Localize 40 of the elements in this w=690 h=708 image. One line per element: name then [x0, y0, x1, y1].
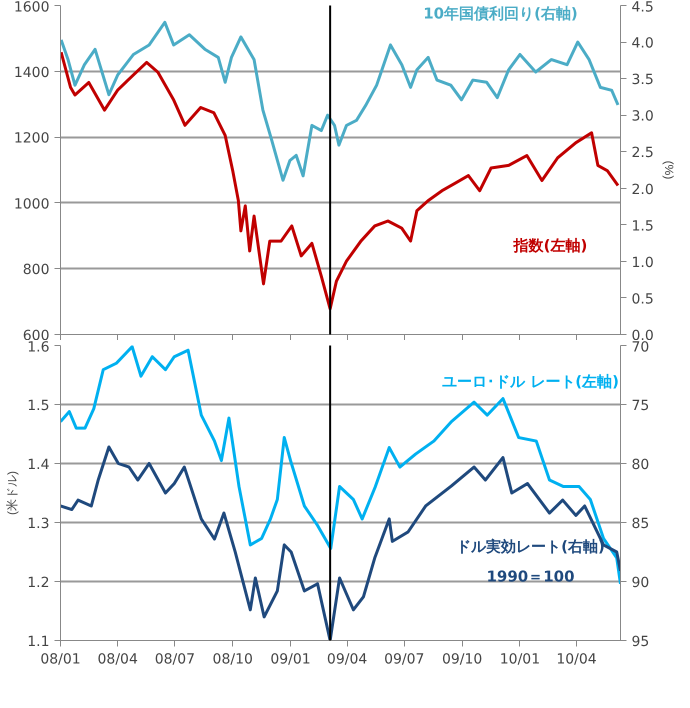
y-tick-label: 1.3	[27, 516, 50, 532]
y-tick-label: 800	[22, 262, 50, 278]
y2-tick-label: 4.5	[632, 0, 654, 16]
annotation: 1990＝100	[486, 568, 575, 586]
y-axis-title: (米ドル)	[5, 470, 20, 515]
y2-tick-label: 90	[632, 575, 650, 591]
y-tick-label: 1200	[14, 130, 50, 147]
x-tick-label: 09/04	[326, 652, 368, 668]
x-tick-label: 08/10	[212, 652, 253, 668]
x-tick-label: 10/04	[556, 652, 597, 668]
y-tick-label: 1.1	[27, 634, 50, 650]
y-tick-label: 1600	[14, 0, 50, 16]
y2-tick-label: 4.0	[632, 36, 654, 52]
series-label: ユーロ･ドル レート(左軸)	[442, 372, 619, 390]
y2-tick-label: 3.0	[632, 108, 654, 125]
y2-tick-label: 1.0	[632, 254, 654, 271]
y2-tick-label: 2.5	[632, 145, 654, 162]
y2-tick-label: 95	[632, 634, 650, 650]
y2-tick-label: 80	[632, 457, 650, 473]
x-tick-label: 10/01	[500, 652, 540, 668]
x-tick-label: 08/04	[98, 652, 138, 668]
text: 指数(左軸)	[512, 236, 588, 254]
y2-tick-label: 85	[632, 516, 650, 532]
y2-tick-label: 1.5	[632, 218, 654, 234]
y-tick-label: 1000	[14, 196, 50, 212]
y-tick-label: 1.4	[27, 457, 50, 473]
y2-axis-title: (%)	[662, 160, 676, 180]
x-tick-label: 09/07	[384, 652, 424, 668]
x-tick-label: 08/07	[154, 652, 196, 668]
y2-tick-label: 3.5	[632, 72, 654, 88]
x-tick-label: 09/01	[270, 652, 311, 668]
y2-tick-label: 2.0	[632, 182, 654, 198]
y-tick-label: 1400	[14, 64, 50, 81]
y2-tick-label: 75	[632, 398, 650, 414]
x-tick-label: 09/10	[442, 652, 482, 668]
series-label: 10年国債利回り(右軸)	[423, 4, 578, 22]
x-tick-label: 08/01	[40, 652, 81, 668]
y-tick-label: 1.5	[27, 398, 50, 414]
y2-tick-label: 0.5	[632, 291, 654, 308]
y-tick-label: 1.2	[27, 575, 50, 591]
